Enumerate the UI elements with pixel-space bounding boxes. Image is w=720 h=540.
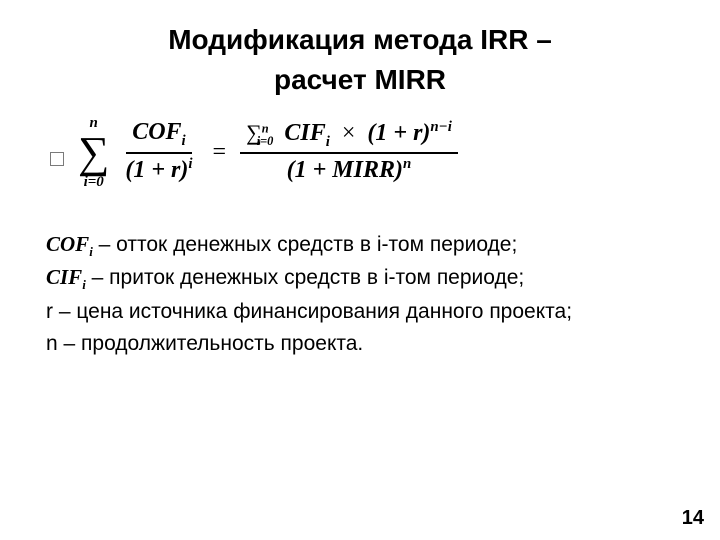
right-den-base: (1 + MIRR) (287, 157, 403, 183)
sigma-icon: ∑ (78, 133, 109, 173)
title-line-2: расчет MIRR (274, 64, 446, 95)
sum-right: ∑ni=0 (246, 123, 278, 145)
def-line-2: CIFi – приток денежных средств в i-том п… (46, 263, 674, 295)
right-frac-num: ∑ni=0 CIFi × (1 + r)n−i (240, 119, 458, 155)
left-den-sup: i (188, 156, 192, 172)
left-frac-den: (1 + r)i (119, 154, 198, 187)
def-line-4: n – продолжительность проекта. (46, 329, 674, 359)
def-text-1: – отток денежных средств в i-том периоде… (93, 233, 518, 256)
formula-row: n ∑ i=0 COFi (1 + r)i = ∑ni=0 (46, 116, 674, 190)
equals-sign: = (213, 139, 227, 166)
def-line-3: r – цена источника финансирования данног… (46, 297, 674, 327)
page-number: 14 (682, 507, 704, 530)
left-fraction: COFi (1 + r)i (119, 119, 198, 186)
times-sign: × (342, 120, 356, 146)
sum-right-lower: i=0 (257, 134, 274, 148)
cof-sub: i (182, 133, 186, 149)
left-frac-num: COFi (126, 119, 192, 154)
cif-sub: i (326, 133, 330, 149)
def-text-4: – продолжительность проекта. (58, 332, 364, 355)
right-num-paren: (1 + r) (367, 120, 430, 146)
slide-title: Модификация метода IRR – расчет MIRR (46, 18, 674, 98)
def-symbol-cof: COF (46, 232, 89, 256)
def-line-1: COFi – отток денежных средств в i-том пе… (46, 230, 674, 262)
title-line-1: Модификация метода IRR – (168, 24, 552, 55)
slide: Модификация метода IRR – расчет MIRR n ∑… (0, 0, 720, 540)
def-text-3: – цена источника финансирования данного … (53, 300, 572, 323)
cif-var: CIF (284, 120, 325, 146)
cof-var: COF (132, 119, 181, 145)
def-symbol-n: n (46, 332, 58, 355)
definitions-block: COFi – отток денежных средств в i-том пе… (46, 230, 674, 359)
sum-right-upper: n (262, 121, 269, 135)
mirr-formula: n ∑ i=0 COFi (1 + r)i = ∑ni=0 (78, 116, 462, 190)
def-text-2: – приток денежных средств в i-том период… (86, 266, 524, 289)
def-symbol-r: r (46, 300, 53, 323)
right-den-sup: n (403, 156, 411, 172)
bullet-icon (50, 152, 64, 166)
right-num-sup: n−i (430, 119, 451, 135)
left-den-base: (1 + r) (125, 157, 188, 183)
right-frac-den: (1 + MIRR)n (281, 154, 418, 187)
right-fraction: ∑ni=0 CIFi × (1 + r)n−i (1 + MIRR)n (240, 119, 458, 187)
def-symbol-cif: CIF (46, 265, 82, 289)
sum-left: n ∑ i=0 (78, 116, 109, 190)
sum-left-lower: i=0 (84, 175, 104, 190)
